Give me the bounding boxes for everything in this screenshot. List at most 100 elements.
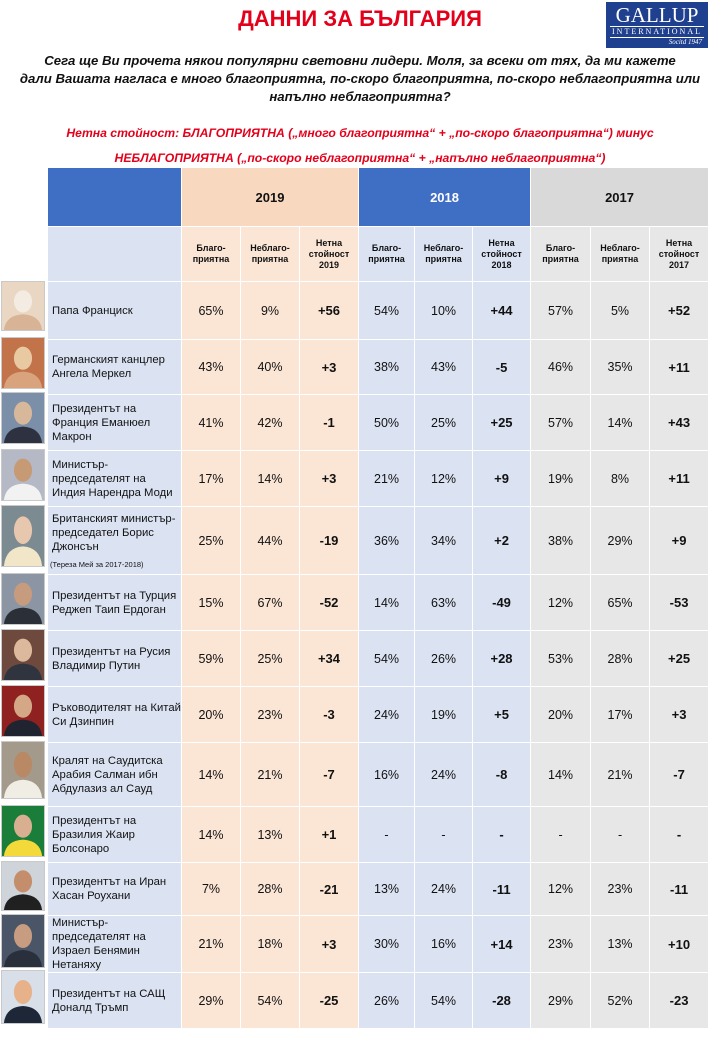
trump-photo — [1, 970, 45, 1024]
cell-net-2019: +34 — [298, 630, 360, 687]
page-title: ДАННИ ЗА БЪЛГАРИЯ — [238, 6, 482, 31]
cell-unfav-2017: 52% — [590, 972, 651, 1029]
leader-name: Министър-председателят на Израел Бенямин… — [52, 917, 146, 971]
cell-net-2018: +44 — [472, 281, 532, 340]
cell-unfav-2018: 63% — [414, 574, 474, 631]
cell-fav-2018: 54% — [358, 630, 416, 687]
leader-name-cell: Президентът на Бразилия Жаир Болсонаро — [47, 806, 182, 863]
cell-fav-2019: 41% — [181, 394, 241, 451]
table-row: Кралят на Саудитска Арабия Салман ибн Аб… — [47, 742, 710, 807]
table-row: Папа Франциск 65% 9% +56 54% 10% +44 57% 5% +52 — [47, 281, 710, 340]
table-row: Президентът на САЩ Доналд Тръмп 29% 54% -25… — [47, 972, 710, 1029]
erdogan-photo — [1, 573, 45, 625]
leaders-table: 2019 2018 2017 Благо-приятна Неблаго-при… — [47, 167, 710, 1029]
logo-sub-text: INTERNATIONAL — [610, 26, 704, 38]
leader-name-cell: Министър-председателят на Индия Нарендра… — [47, 450, 182, 507]
cell-unfav-2018: 16% — [414, 915, 474, 973]
subheader-unfav-2019: Неблаго-приятна — [240, 226, 300, 282]
cell-unfav-2017: 35% — [590, 339, 651, 395]
cell-fav-2017: 29% — [530, 972, 592, 1029]
cell-fav-2018: 24% — [358, 686, 416, 743]
table-row: Президентът на Бразилия Жаир Болсонаро 14… — [47, 806, 710, 863]
cell-fav-2018: 54% — [358, 281, 416, 340]
cell-unfav-2018: 24% — [414, 742, 474, 807]
leader-name-cell: Папа Франциск — [47, 281, 182, 340]
logo-est-text: Socitd 1947 — [668, 38, 702, 46]
cell-net-2017: +11 — [649, 450, 710, 507]
year-header-2017: 2017 — [530, 167, 710, 227]
salman-photo — [1, 741, 45, 799]
cell-unfav-2018: 19% — [414, 686, 474, 743]
cell-net-2019: -7 — [298, 742, 360, 807]
cell-fav-2019: 20% — [181, 686, 241, 743]
cell-fav-2017: 46% — [530, 339, 592, 395]
netanyahu-photo — [1, 914, 45, 968]
cell-fav-2019: 59% — [181, 630, 241, 687]
leader-name-cell: Президентът на Иран Хасан Роухани — [47, 862, 182, 916]
subheader-fav-2018: Благо-приятна — [358, 226, 416, 282]
pope-photo — [1, 281, 45, 331]
cell-unfav-2019: 25% — [240, 630, 300, 687]
survey-question: Сега ще Ви прочета някои популярни свето… — [10, 52, 710, 106]
cell-unfav-2019: 40% — [240, 339, 300, 395]
leader-name: Президентът на Русия Владимир Путин — [52, 645, 171, 672]
rouhani-photo — [1, 861, 45, 911]
cell-fav-2017: 20% — [530, 686, 592, 743]
header-corner — [47, 167, 182, 227]
cell-net-2018: -5 — [472, 339, 532, 395]
cell-net-2018: -28 — [472, 972, 532, 1029]
leader-name: Президентът на Бразилия Жаир Болсонаро — [52, 814, 137, 855]
cell-unfav-2019: 67% — [240, 574, 300, 631]
leader-name: Кралят на Саудитска Арабия Салман ибн Аб… — [52, 754, 163, 795]
leader-name: Президентът на Иран Хасан Роухани — [52, 876, 167, 902]
cell-net-2017: +25 — [649, 630, 710, 687]
cell-fav-2019: 21% — [181, 915, 241, 973]
question-line-1: Сега ще Ви прочета някои популярни свето… — [44, 53, 676, 68]
cell-unfav-2017: 65% — [590, 574, 651, 631]
cell-unfav-2019: 54% — [240, 972, 300, 1029]
cell-fav-2017: 57% — [530, 281, 592, 340]
cell-unfav-2019: 9% — [240, 281, 300, 340]
cell-fav-2019: 43% — [181, 339, 241, 395]
cell-net-2018: +14 — [472, 915, 532, 973]
subheader-row: Благо-приятна Неблаго-приятна Нетна стой… — [47, 226, 710, 282]
cell-unfav-2018: 43% — [414, 339, 474, 395]
cell-unfav-2017: 17% — [590, 686, 651, 743]
cell-net-2017: -7 — [649, 742, 710, 807]
cell-net-2019: +56 — [298, 281, 360, 340]
cell-fav-2018: - — [358, 806, 416, 863]
cell-net-2018: +2 — [472, 506, 532, 575]
leader-name-cell: Британският министър-председател Борис Д… — [47, 506, 182, 575]
cell-unfav-2017: 23% — [590, 862, 651, 916]
cell-net-2018: -8 — [472, 742, 532, 807]
cell-fav-2017: 14% — [530, 742, 592, 807]
cell-net-2017: -11 — [649, 862, 710, 916]
leader-name: Министър-председателят на Индия Нарендра… — [52, 458, 173, 499]
cell-net-2018: -49 — [472, 574, 532, 631]
cell-fav-2018: 14% — [358, 574, 416, 631]
net-note-line-1: Нетна стойност: БЛАГОПРИЯТНА („много бла… — [66, 126, 654, 140]
cell-net-2017: -53 — [649, 574, 710, 631]
cell-fav-2018: 21% — [358, 450, 416, 507]
cell-fav-2017: 57% — [530, 394, 592, 451]
leader-name: Британският министър-председател Борис Д… — [52, 512, 176, 553]
subheader-net-2019: Нетна стойност 2019 — [298, 226, 360, 282]
cell-fav-2017: 19% — [530, 450, 592, 507]
cell-unfav-2018: 54% — [414, 972, 474, 1029]
cell-fav-2019: 17% — [181, 450, 241, 507]
table-row: Президентът на Русия Владимир Путин 59% 25… — [47, 630, 710, 687]
leader-name-cell: Президентът на Русия Владимир Путин — [47, 630, 182, 687]
macron-photo — [1, 392, 45, 444]
cell-net-2019: +3 — [298, 450, 360, 507]
cell-net-2017: +10 — [649, 915, 710, 973]
subheader-net-2018: Нетна стойност 2018 — [472, 226, 532, 282]
leader-name-cell: Министър-председателят на Израел Бенямин… — [47, 915, 182, 973]
cell-fav-2018: 30% — [358, 915, 416, 973]
cell-net-2019: -1 — [298, 394, 360, 451]
net-value-note: Нетна стойност: БЛАГОПРИЯТНА („много бла… — [10, 121, 710, 171]
cell-net-2017: +9 — [649, 506, 710, 575]
table-row: Германският канцлер Ангела Меркел 43% 40% +… — [47, 339, 710, 395]
cell-unfav-2018: 25% — [414, 394, 474, 451]
cell-fav-2019: 14% — [181, 806, 241, 863]
leader-name-cell: Президентът на САЩ Доналд Тръмп — [47, 972, 182, 1029]
